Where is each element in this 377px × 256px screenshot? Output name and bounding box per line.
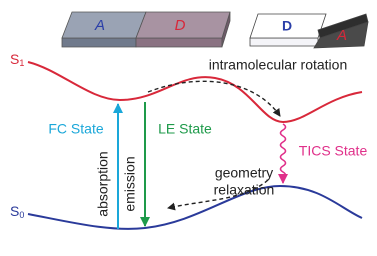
- s1-sub: 1: [19, 58, 24, 68]
- page: {"blocks": [{"left": "A", "right": "D"},…: [0, 0, 377, 256]
- donor-label: D: [282, 18, 292, 34]
- twisted-block: D A: [250, 14, 368, 48]
- rotation-label: intramolecular rotation: [209, 57, 348, 73]
- s0-sub: 0: [19, 210, 24, 220]
- absorption-label: absorption: [95, 151, 111, 216]
- tics-arrow: [281, 124, 286, 183]
- acceptor-label: D: [175, 17, 186, 34]
- emission-label: emission: [122, 156, 138, 211]
- s1-base: S: [10, 51, 19, 67]
- diagram: A D D A S1 S0 intramolecular rotation FC…: [0, 0, 377, 256]
- le-state-label: LE State: [158, 121, 212, 137]
- s0-base: S: [10, 203, 19, 219]
- s0-curve: [28, 186, 362, 229]
- fc-state-label: FC State: [48, 121, 103, 137]
- planar-block: A D: [62, 12, 230, 47]
- acceptor-label: A: [336, 27, 347, 44]
- donor-label: A: [94, 17, 105, 34]
- relaxation-label: relaxation: [214, 182, 275, 198]
- relaxation-label: geometry: [215, 165, 273, 181]
- s0-label: S0: [10, 203, 24, 221]
- s1-label: S1: [10, 51, 24, 69]
- tics-state-label: TICS State: [299, 143, 368, 159]
